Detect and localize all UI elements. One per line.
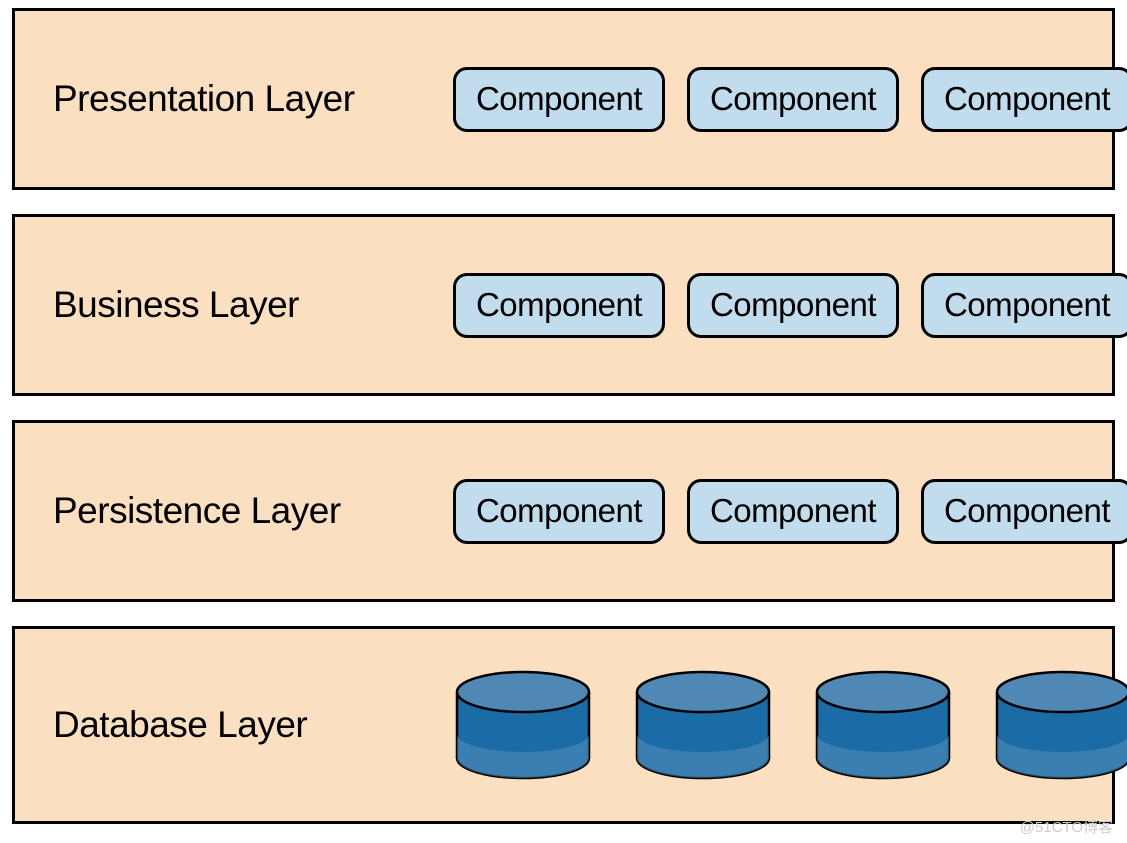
layer-label: Business Layer bbox=[53, 284, 453, 326]
component-box: Component bbox=[921, 67, 1127, 132]
layer-presentation: Presentation Layer Component Component C… bbox=[12, 8, 1115, 190]
layer-database: Database Layer bbox=[12, 626, 1115, 824]
cylinders-row bbox=[453, 670, 1127, 780]
database-cylinder-icon bbox=[453, 670, 593, 780]
component-box: Component bbox=[453, 67, 665, 132]
database-cylinder-icon bbox=[993, 670, 1127, 780]
layer-business: Business Layer Component Component Compo… bbox=[12, 214, 1115, 396]
database-cylinder-icon bbox=[633, 670, 773, 780]
components-row: Component Component Component bbox=[453, 479, 1127, 544]
component-box: Component bbox=[453, 273, 665, 338]
layers-container: Presentation Layer Component Component C… bbox=[12, 8, 1115, 824]
database-cylinder-icon bbox=[813, 670, 953, 780]
components-row: Component Component Component bbox=[453, 273, 1127, 338]
layer-label: Database Layer bbox=[53, 704, 453, 746]
layer-label: Persistence Layer bbox=[53, 490, 453, 532]
component-box: Component bbox=[921, 479, 1127, 544]
component-box: Component bbox=[453, 479, 665, 544]
layer-persistence: Persistence Layer Component Component Co… bbox=[12, 420, 1115, 602]
layer-label: Presentation Layer bbox=[53, 78, 453, 120]
component-box: Component bbox=[921, 273, 1127, 338]
component-box: Component bbox=[687, 67, 899, 132]
watermark-text: @51CTO博客 bbox=[1020, 816, 1113, 837]
component-box: Component bbox=[687, 273, 899, 338]
components-row: Component Component Component bbox=[453, 67, 1127, 132]
component-box: Component bbox=[687, 479, 899, 544]
